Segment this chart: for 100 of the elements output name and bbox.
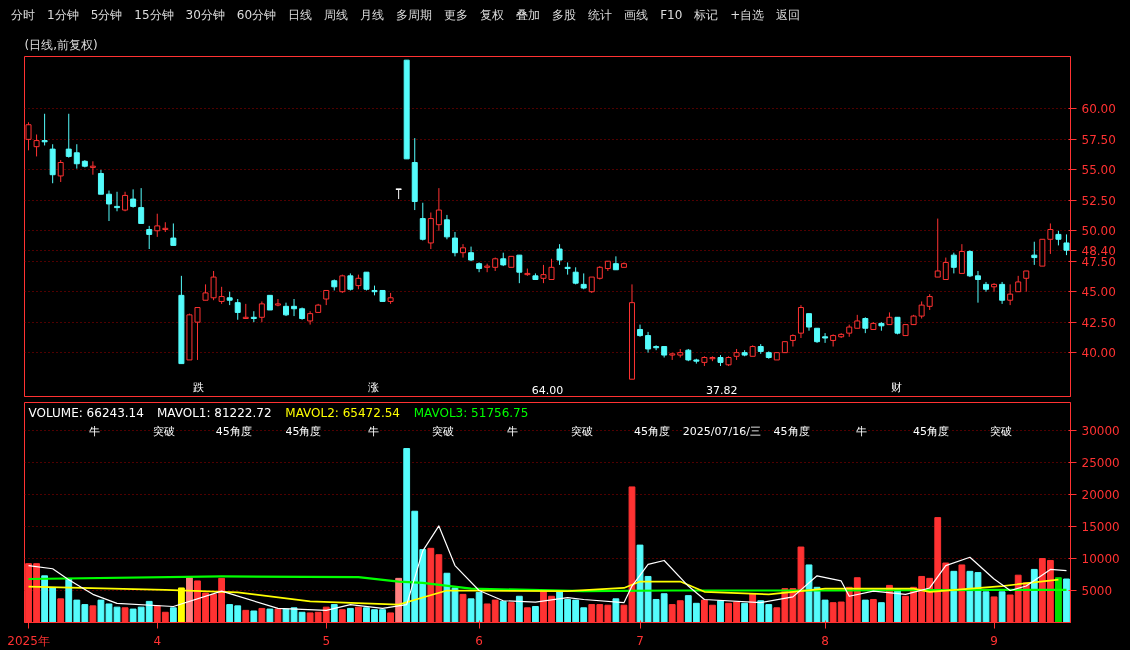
candlestick (822, 332, 829, 344)
x-tick-label: 9 (990, 633, 998, 648)
chart-title: VOLUME: 66243.14 (28, 405, 144, 420)
text: 分时 (11, 8, 35, 22)
y-tick-label: 55.00 (1081, 163, 1116, 178)
candlestick (146, 225, 153, 250)
annotation: 45角度 (634, 424, 671, 438)
annotation: 突破 (152, 424, 175, 438)
bar (861, 599, 869, 623)
y-tick-label: 25000 (1081, 456, 1120, 471)
candlestick (612, 255, 619, 271)
annotation: 牛 (367, 424, 379, 438)
annotation: 财 (890, 380, 902, 394)
candlestick (274, 298, 281, 307)
annotation: 45角度 (913, 424, 950, 438)
candlestick (830, 333, 837, 348)
y-tick-label: 20000 (1081, 488, 1120, 503)
bar (1063, 578, 1070, 623)
text: 统计 (588, 8, 613, 22)
text: 画线 (624, 8, 649, 22)
candlestick (57, 159, 64, 183)
bar (717, 600, 724, 623)
annotation: 牛 (855, 424, 867, 438)
text: 30分钟 (185, 8, 225, 22)
candlestick (958, 243, 965, 274)
candlestick (645, 331, 652, 354)
candlestick (974, 270, 981, 304)
bar (741, 602, 749, 623)
bar (169, 607, 177, 623)
candlestick (73, 143, 80, 170)
annotation: 突破 (989, 424, 1012, 438)
candlestick (89, 160, 96, 176)
candlestick (999, 281, 1006, 305)
annotation: 牛 (88, 424, 100, 438)
bar (515, 595, 523, 623)
text: 返回 (776, 8, 801, 22)
line-series (27, 575, 1068, 593)
text: 1分钟 (47, 8, 79, 22)
text: F10 (660, 8, 683, 22)
annotation: 45角度 (773, 424, 810, 438)
bar (330, 604, 338, 623)
annotation: 突破 (571, 424, 594, 438)
text: 标记 (694, 8, 719, 22)
candlestick (443, 214, 450, 240)
bar (186, 577, 193, 623)
candlestick (950, 252, 957, 274)
bar (612, 598, 620, 623)
chart-title: (日线,前复权) (24, 37, 98, 52)
bar (894, 589, 901, 623)
bar (250, 610, 258, 623)
bar (998, 591, 1006, 623)
candlestick (114, 191, 121, 212)
x-tick-label: 8 (821, 633, 829, 648)
x-tick-label: 5 (322, 633, 331, 648)
text: MAVOL2: 65472.54 (285, 405, 400, 420)
candlestick (564, 261, 571, 276)
y-tick-label: 52.50 (1081, 193, 1116, 208)
y-tick-label: 45.00 (1081, 285, 1116, 300)
candlestick (451, 231, 458, 257)
text: 月线 (360, 8, 385, 22)
text: +自选 (730, 8, 765, 22)
x-tick-label: 2025年 (7, 633, 50, 648)
candlestick (65, 113, 72, 159)
y-tick-label: 42.50 (1081, 315, 1116, 330)
annotation: 涨 (367, 380, 379, 394)
text: MAVOL3: 51756.75 (413, 405, 529, 420)
annotation: 45角度 (215, 424, 252, 438)
candlestick (942, 257, 949, 281)
y-tick-label: 60.00 (1081, 102, 1116, 117)
bar (532, 606, 539, 623)
bar (878, 602, 885, 623)
bar (499, 600, 507, 623)
text: 60分钟 (236, 8, 277, 22)
candlestick (130, 188, 137, 209)
annotation: 牛 (507, 424, 519, 438)
annotation: 64.00 (531, 383, 564, 397)
candlestick (435, 187, 442, 232)
candlestick (516, 254, 523, 284)
text: 日线 (288, 8, 313, 22)
x-tick-label: 6 (475, 633, 483, 648)
text: 复权 (480, 8, 505, 22)
annotation: 跌 (193, 380, 205, 394)
candlestick (1023, 270, 1030, 293)
annotation: 2025/07/16/三 (682, 424, 761, 438)
line-series (27, 525, 1068, 611)
candlestick (1047, 222, 1054, 255)
candlestick (97, 169, 104, 195)
candlestick (234, 298, 241, 321)
bar (266, 608, 274, 623)
y-tick-label: 40.00 (1081, 346, 1116, 361)
annotation: 45角度 (285, 424, 322, 438)
y-tick-label: 15000 (1081, 520, 1120, 535)
candlestick (1031, 241, 1038, 266)
candlestick (556, 243, 563, 266)
candlestick (33, 133, 40, 157)
candlestick (460, 243, 467, 259)
text: 更多 (444, 8, 469, 22)
candlestick (991, 282, 998, 293)
text: 周线 (324, 8, 349, 22)
candlestick (934, 218, 941, 278)
